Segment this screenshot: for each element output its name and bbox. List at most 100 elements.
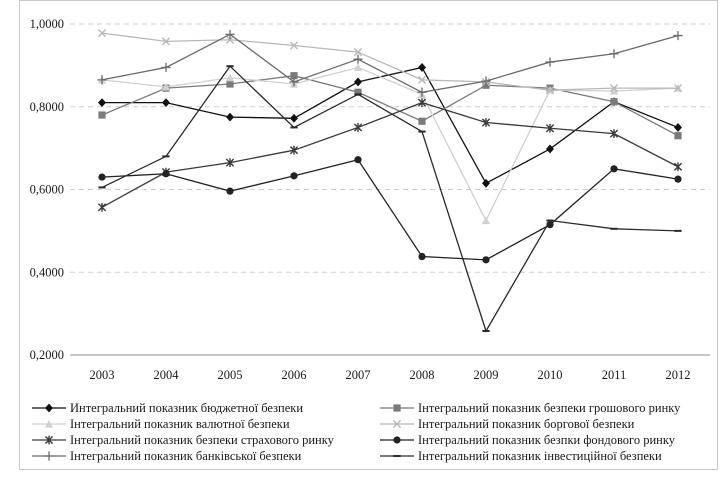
data-point (673, 30, 683, 41)
series-line (101, 75, 679, 137)
data-point (609, 84, 619, 93)
data-point (161, 82, 171, 91)
data-point (290, 72, 298, 80)
series-line (101, 33, 679, 93)
series-line (101, 66, 679, 222)
y-tick-label: 0,4000 (30, 265, 64, 279)
data-point (98, 173, 106, 181)
data-point (354, 88, 362, 96)
data-point (226, 187, 234, 195)
data-point (609, 86, 619, 95)
data-point (226, 112, 234, 122)
data-point (290, 113, 298, 123)
data-point (161, 62, 171, 73)
series-5 (97, 98, 683, 212)
x-tick-label: 2004 (154, 368, 180, 382)
data-point (354, 156, 362, 164)
data-point (225, 73, 235, 82)
data-point (546, 144, 554, 154)
data-point (225, 29, 235, 39)
data-point (225, 35, 235, 44)
data-point (353, 48, 363, 57)
series-6 (98, 156, 682, 264)
data-point (545, 57, 555, 67)
legend-label: Интегральний показник бюджетної безпеки (70, 401, 303, 415)
legend-item-3: Інтегральний показник валютної безпеки (32, 417, 290, 431)
x-tick-label: 2005 (218, 368, 243, 382)
legend-label: Інтегральний показник безпеки грошового … (418, 401, 681, 415)
x-tick-label: 2003 (90, 368, 115, 382)
series-line (101, 32, 678, 91)
legend-label: Інтегральний показник боргової безпеки (418, 417, 635, 431)
grid-lines (70, 23, 710, 273)
series-group (97, 29, 683, 333)
data-point (673, 162, 683, 172)
legend-marker (392, 419, 402, 429)
data-point (482, 178, 490, 188)
legend-item-7: Інтегральний показник банківської безпек… (32, 449, 302, 463)
series-line (101, 101, 679, 208)
legend-label: Інтегральний показник валютної безпеки (70, 417, 290, 431)
data-point (290, 172, 298, 180)
legend-item-6: Інтегральний показник безпки фондового р… (380, 433, 676, 447)
legend-marker (44, 419, 54, 428)
series-line (101, 65, 679, 333)
data-point (481, 216, 491, 225)
series-line (102, 66, 679, 185)
legend-marker (45, 403, 53, 413)
x-tick-label: 2011 (602, 368, 627, 382)
legend-item-2: Інтегральний показник безпеки грошового … (380, 401, 681, 415)
y-tick-label: 0,8000 (30, 100, 64, 114)
data-point (609, 129, 619, 139)
series-line (101, 158, 679, 261)
data-point (97, 75, 107, 85)
legend-marker (44, 451, 54, 461)
data-point (162, 170, 170, 178)
legend-item-8: Інтегральний показник інвестиційної безп… (380, 449, 662, 463)
series-1 (98, 63, 682, 188)
x-tick-label: 2007 (346, 368, 371, 382)
data-point (481, 118, 491, 127)
x-tick-label: 2006 (282, 368, 307, 382)
data-point (418, 117, 426, 125)
legend-item-5: Інтегральний показник безпеки страхового… (32, 433, 335, 447)
data-point (226, 80, 234, 88)
legend-marker (44, 435, 54, 445)
data-point (482, 256, 490, 264)
legend: Интегральний показник бюджетної безпеки І… (32, 401, 681, 463)
data-point (610, 165, 618, 173)
data-point (289, 145, 299, 155)
x-tick-label: 2009 (474, 368, 499, 382)
series-7 (97, 29, 683, 97)
legend-marker (393, 404, 401, 412)
data-point (673, 84, 683, 93)
x-tick-label: 2010 (538, 368, 563, 382)
x-tick-label: 2012 (666, 368, 691, 382)
series-4 (97, 29, 683, 95)
data-point (161, 37, 171, 46)
data-point (353, 54, 363, 64)
data-point (417, 98, 427, 108)
data-point (289, 77, 299, 87)
data-point (674, 132, 682, 140)
legend-item-4: Інтегральний показник боргової безпеки (380, 417, 635, 431)
data-point (481, 76, 491, 86)
data-point (610, 98, 618, 106)
data-point (353, 123, 363, 132)
data-point (417, 87, 427, 97)
legend-label: Інтегральний показник безпеки страхового… (70, 433, 335, 447)
legend-label: Інтегральний показник інвестиційної безп… (418, 449, 662, 463)
data-point (674, 175, 682, 183)
data-point (98, 98, 106, 108)
data-point (353, 63, 363, 72)
series-8 (98, 65, 682, 333)
data-point (162, 98, 170, 108)
data-point (674, 123, 682, 132)
legend-marker (393, 436, 401, 444)
data-point (417, 75, 427, 84)
data-point (225, 158, 235, 168)
x-tick-label: 2008 (410, 368, 435, 382)
data-point (97, 202, 107, 212)
data-point (545, 123, 555, 133)
